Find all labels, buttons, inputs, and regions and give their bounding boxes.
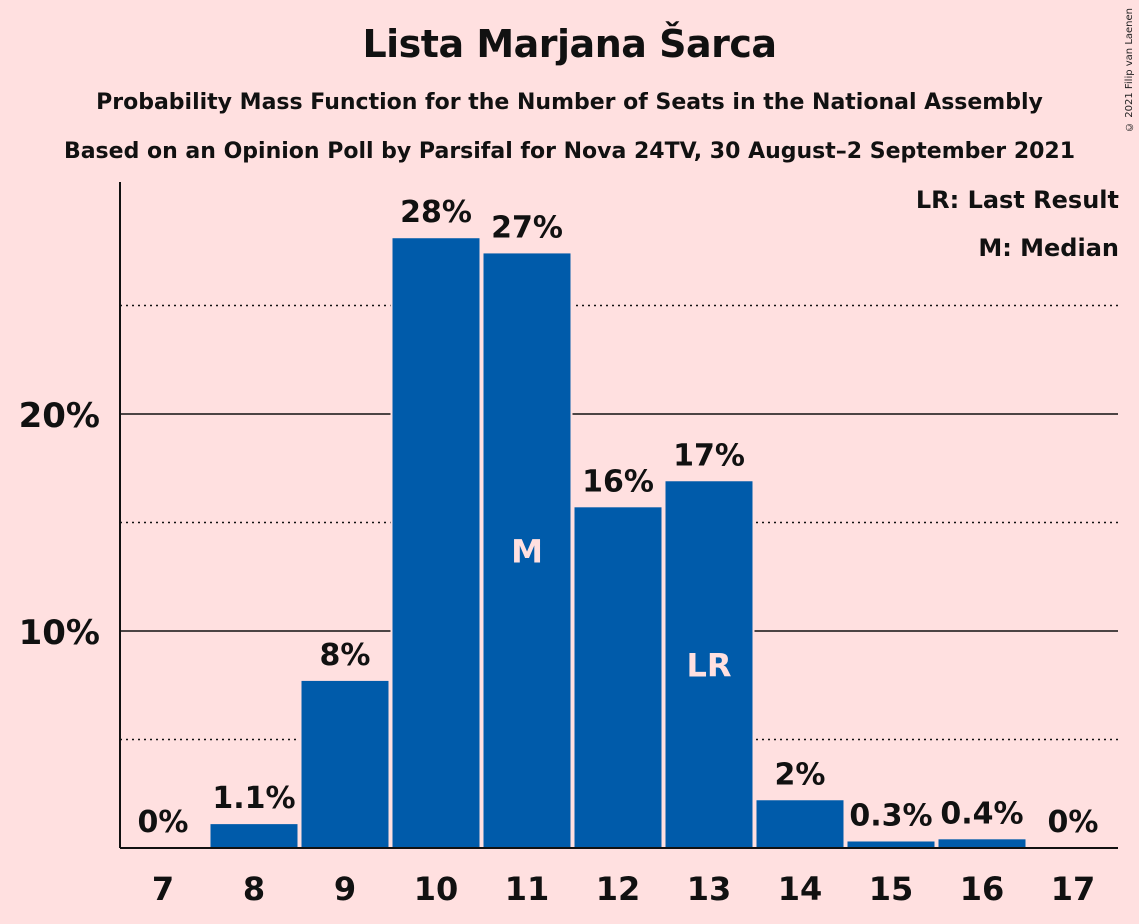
x-tick-label-13: 13 bbox=[687, 870, 732, 908]
bar-11 bbox=[483, 253, 571, 849]
bar-value-label-7: 0% bbox=[138, 805, 189, 840]
bar-value-label-12: 16% bbox=[582, 464, 654, 499]
bar-10 bbox=[392, 238, 480, 849]
bar-14 bbox=[756, 800, 844, 848]
x-tick-label-11: 11 bbox=[505, 870, 550, 908]
x-tick-label-17: 17 bbox=[1051, 870, 1096, 908]
bar-marker-11: M bbox=[511, 533, 543, 571]
bar-value-label-17: 0% bbox=[1048, 805, 1099, 840]
legend-median: M: Median bbox=[978, 234, 1119, 262]
bar-value-label-8: 1.1% bbox=[212, 781, 295, 816]
bar-value-label-14: 2% bbox=[775, 757, 826, 792]
y-tick-label: 10% bbox=[19, 613, 100, 653]
bar-value-label-16: 0.4% bbox=[940, 796, 1023, 831]
legend-last-result: LR: Last Result bbox=[915, 186, 1119, 214]
x-tick-label-12: 12 bbox=[596, 870, 641, 908]
bar-value-label-13: 17% bbox=[673, 438, 745, 473]
bar-value-label-15: 0.3% bbox=[849, 798, 932, 833]
bar-8 bbox=[210, 824, 298, 848]
x-tick-label-9: 9 bbox=[334, 870, 356, 908]
bar-marker-13: LR bbox=[686, 647, 731, 685]
x-tick-label-7: 7 bbox=[152, 870, 174, 908]
x-tick-label-14: 14 bbox=[778, 870, 823, 908]
bar-value-label-10: 28% bbox=[400, 195, 472, 230]
bar-15 bbox=[847, 841, 935, 848]
bar-value-label-9: 8% bbox=[320, 638, 371, 673]
bar-12 bbox=[574, 507, 662, 848]
chart-title: Lista Marjana Šarca bbox=[362, 22, 777, 66]
y-tick-label: 20% bbox=[19, 396, 100, 436]
bar-9 bbox=[301, 680, 389, 848]
bar-13 bbox=[665, 481, 753, 848]
x-tick-label-10: 10 bbox=[414, 870, 459, 908]
chart-source-subtitle: Based on an Opinion Poll by Parsifal for… bbox=[63, 139, 1076, 164]
x-tick-label-8: 8 bbox=[243, 870, 265, 908]
bar-value-label-11: 27% bbox=[491, 210, 563, 245]
x-tick-label-16: 16 bbox=[960, 870, 1005, 908]
bar-16 bbox=[938, 839, 1026, 848]
chart-subtitle: Probability Mass Function for the Number… bbox=[96, 90, 1043, 115]
x-tick-label-15: 15 bbox=[869, 870, 914, 908]
